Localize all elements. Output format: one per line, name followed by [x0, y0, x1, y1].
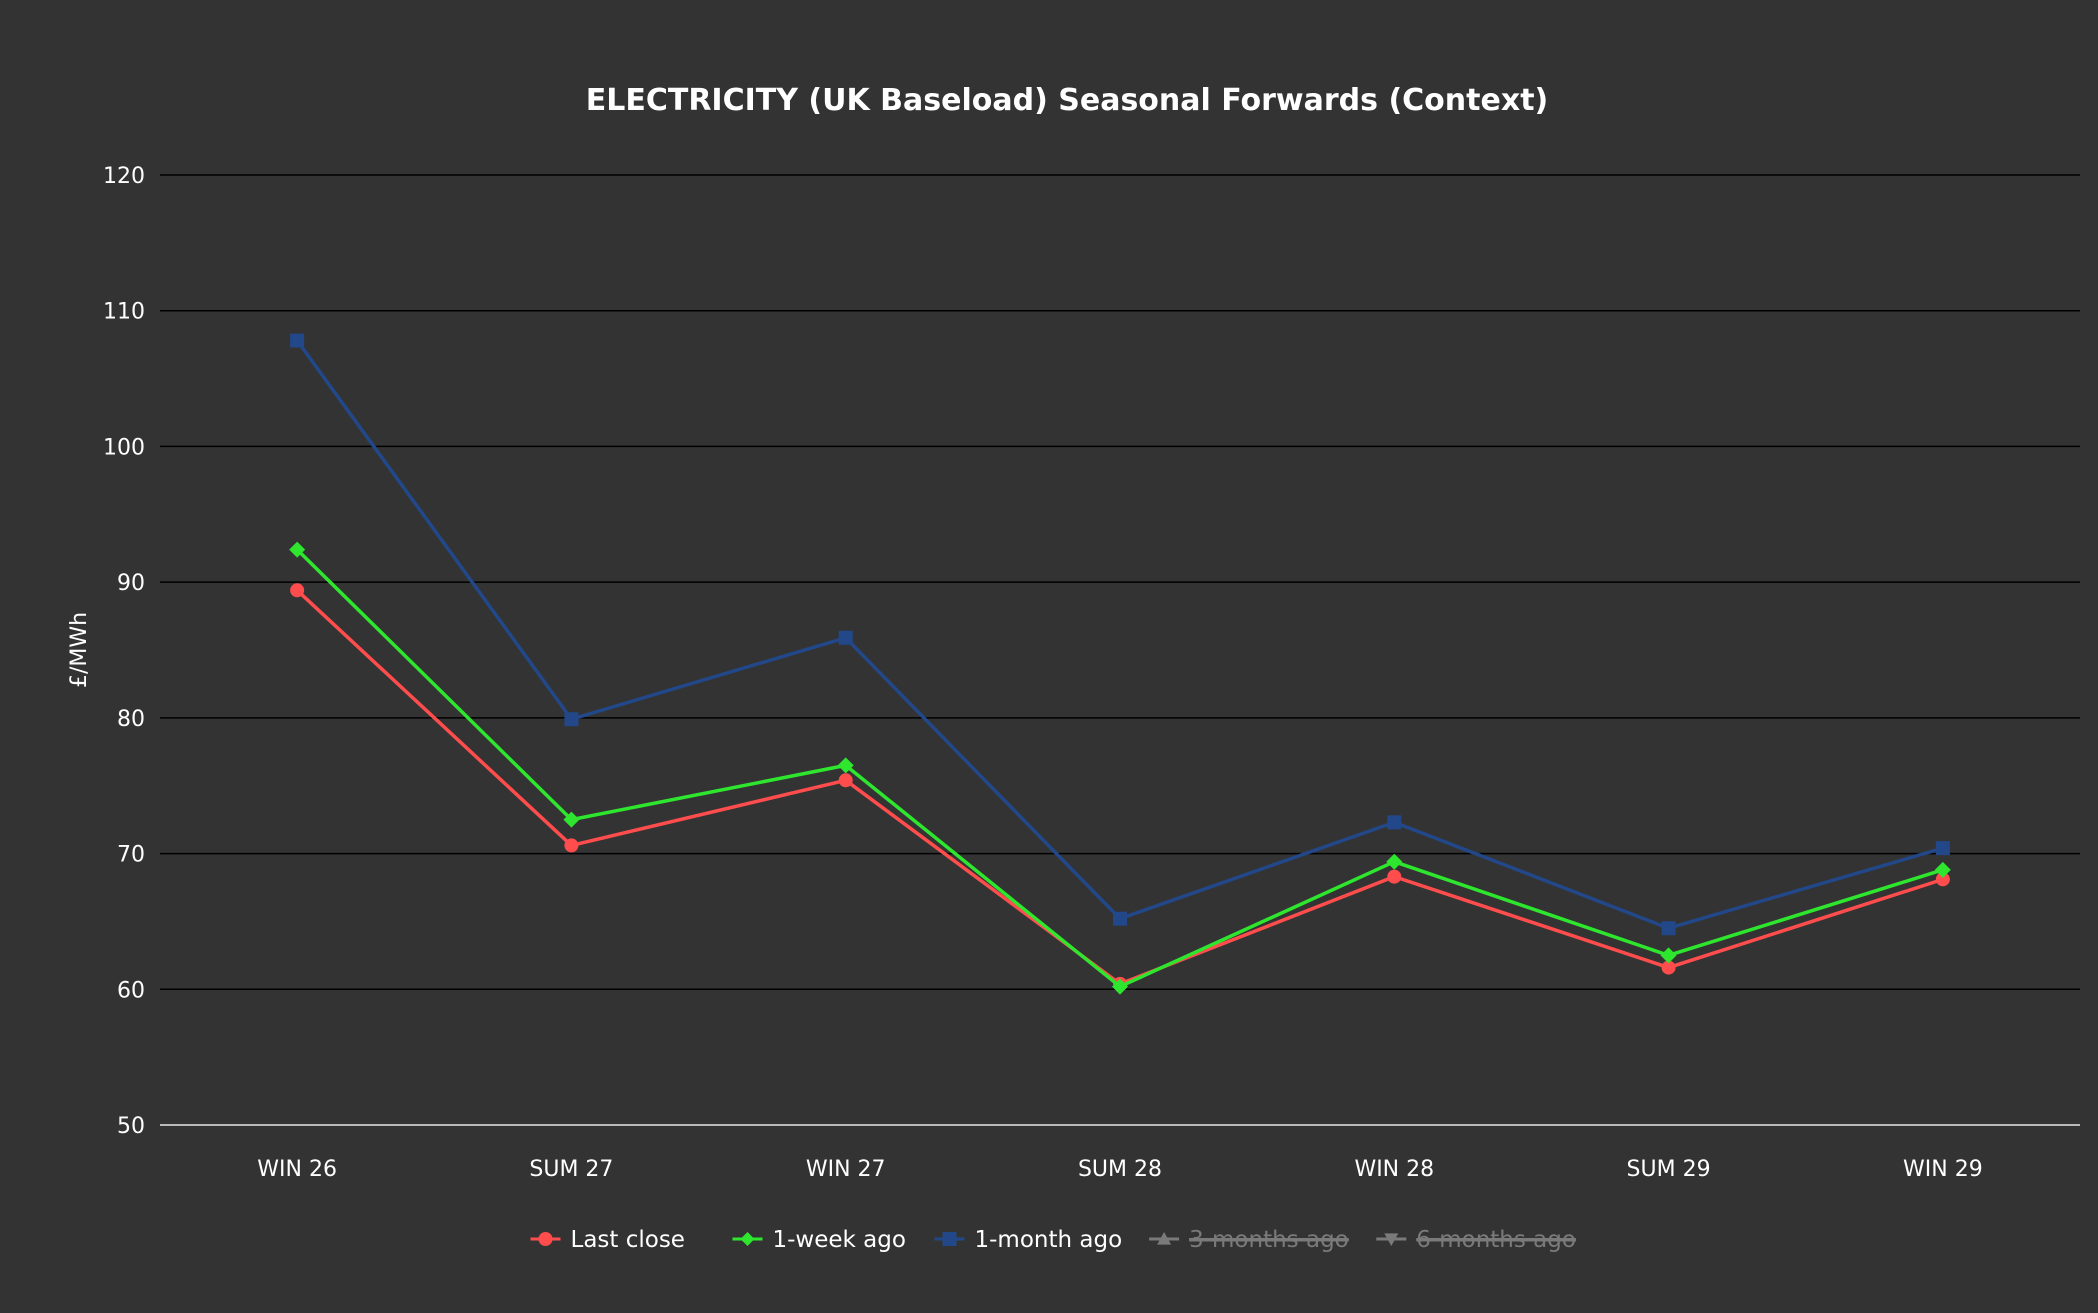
data-point[interactable]: [1113, 911, 1127, 926]
y-tick-label: 120: [103, 164, 145, 189]
data-point[interactable]: [564, 712, 579, 727]
x-tick-label: SUM 28: [1078, 1157, 1162, 1182]
chart-title: ELECTRICITY (UK Baseload) Seasonal Forwa…: [586, 83, 1549, 118]
x-tick-label: WIN 26: [257, 1157, 337, 1182]
y-tick-label: 60: [117, 978, 145, 1003]
legend-item-last-close[interactable]: Last close: [530, 1227, 685, 1253]
data-point[interactable]: [563, 811, 580, 828]
data-point[interactable]: [289, 541, 306, 558]
legend-marker: [538, 1232, 553, 1246]
legend-label: Last close: [571, 1227, 685, 1253]
data-point[interactable]: [1386, 853, 1403, 870]
legend-item-6-months-ago[interactable]: 6-months ago: [1376, 1227, 1576, 1253]
x-tick-label: WIN 29: [1903, 1157, 1983, 1182]
legend-label: 1-week ago: [773, 1227, 906, 1253]
data-point[interactable]: [1935, 872, 1950, 887]
x-tick-label: WIN 28: [1354, 1157, 1434, 1182]
y-tick-label: 70: [117, 843, 145, 868]
data-point[interactable]: [1112, 978, 1128, 995]
data-point[interactable]: [1661, 960, 1676, 975]
legend-marker: [1384, 1233, 1399, 1246]
legend-marker: [942, 1232, 957, 1246]
legend[interactable]: Last close 1-week ago 1-month ago 3-months …: [530, 1227, 1576, 1253]
data-point[interactable]: [1660, 947, 1677, 964]
data-point[interactable]: [1935, 841, 1950, 856]
series-1-month-ago: [290, 333, 1950, 936]
legend-item-1-week-ago[interactable]: 1-week ago: [732, 1227, 906, 1253]
data-point[interactable]: [838, 630, 853, 645]
x-tick-label: SUM 27: [529, 1157, 613, 1182]
data-point[interactable]: [1387, 815, 1402, 830]
x-tick-label: WIN 27: [806, 1157, 886, 1182]
data-point[interactable]: [1661, 921, 1676, 936]
legend-item-3-months-ago[interactable]: 3-months ago: [1149, 1227, 1349, 1253]
data-point[interactable]: [837, 757, 854, 774]
y-tick-label: 50: [117, 1114, 145, 1139]
legend-marker: [740, 1232, 755, 1246]
data-point[interactable]: [1934, 861, 1951, 878]
y-tick-label: 100: [103, 435, 145, 460]
data-point[interactable]: [290, 333, 305, 348]
y-tick-label: 80: [117, 707, 145, 732]
series-1-week-ago: [289, 541, 1951, 995]
legend-marker: [1157, 1232, 1172, 1245]
series-group: [289, 333, 1951, 995]
y-axis-ticks: 50 60 70 80 90 100 110 120: [103, 164, 145, 1139]
y-tick-label: 110: [103, 300, 145, 325]
data-point[interactable]: [564, 838, 579, 853]
legend-item-1-month-ago[interactable]: 1-month ago: [934, 1227, 1123, 1253]
data-point[interactable]: [290, 583, 305, 598]
legend-label: 1-month ago: [975, 1227, 1123, 1253]
data-point[interactable]: [1387, 869, 1402, 884]
y-tick-label: 90: [117, 571, 145, 596]
x-tick-label: SUM 29: [1627, 1157, 1711, 1182]
data-point[interactable]: [838, 773, 853, 788]
y-axis-title: £/MWh: [67, 612, 92, 688]
x-axis-ticks: WIN 26 SUM 27 WIN 27 SUM 28 WIN 28 SUM 29 WIN …: [257, 1157, 1982, 1182]
gridlines: [160, 174, 2080, 1126]
series-line: [295, 339, 1944, 930]
